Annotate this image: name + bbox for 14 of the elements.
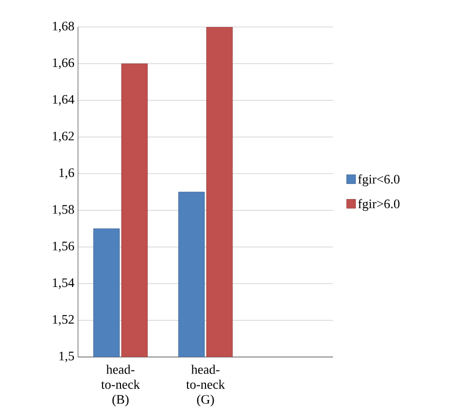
y-tick-label: 1,58 [52,205,74,216]
legend-label: fgir<6.0 [358,174,400,186]
x-tick-label: head-to-neck (G) [186,364,225,406]
y-tick-label: 1,5 [59,352,74,362]
y-tick-label: 1,54 [52,278,74,289]
y-tick-label: 1,6 [59,168,74,179]
y-tick-label: 1,66 [52,58,74,69]
x-tick-label: head-to-neck (B) [101,364,140,406]
y-tick-label: 1,56 [52,242,74,252]
y-tick-label: 1,64 [52,95,74,106]
y-tick-label: 1,52 [52,315,74,326]
y-tick-label: 1,62 [52,132,74,142]
y-tick-label: 1,68 [52,22,74,32]
legend-label: fgir>6.0 [358,198,400,211]
